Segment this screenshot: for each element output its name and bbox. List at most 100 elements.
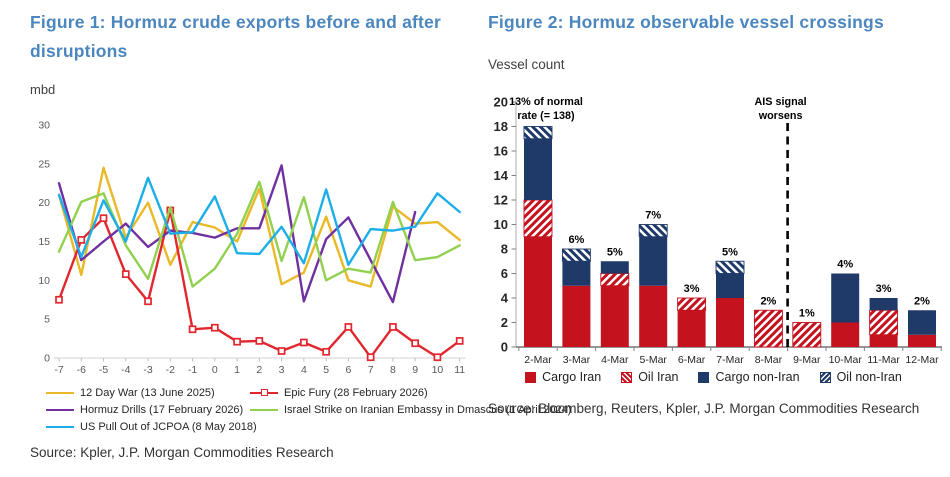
legend-item: Cargo Iran: [525, 370, 601, 384]
legend-line-swatch: [46, 391, 74, 395]
series-marker: [322, 347, 330, 356]
x-axis-tick-label: 9: [412, 364, 418, 376]
series-marker: [233, 337, 241, 346]
series-marker: [389, 323, 397, 331]
x-axis-tick-label: 4-Mar: [601, 354, 629, 366]
figure1-source: Source: Kpler, J.P. Morgan Commodities R…: [30, 445, 334, 460]
bar-segment: [600, 273, 630, 287]
legend-marker: [261, 389, 268, 397]
series-marker: [277, 347, 286, 355]
series-marker: [433, 353, 442, 362]
bar-value-label: 2%: [760, 295, 776, 307]
bar-segment: [869, 309, 899, 336]
y-axis-tick-label: 16: [494, 144, 508, 159]
series-marker: [255, 337, 264, 345]
legend-square-swatch: [525, 371, 537, 383]
y-axis-tick-label: 10: [38, 275, 50, 287]
y-axis-tick-label: 8: [501, 242, 508, 257]
x-axis-tick-label: 8: [390, 364, 396, 376]
series-marker: [144, 297, 152, 306]
y-axis-tick-label: 15: [38, 236, 50, 248]
legend-square-swatch: [621, 371, 633, 383]
bar-segment: [831, 322, 860, 347]
x-axis-tick-label: -6: [77, 364, 86, 376]
y-axis-tick-label: 12: [494, 193, 508, 208]
x-axis-tick-label: 11-Mar: [867, 354, 900, 366]
legend-label: Hormuz Drills (17 February 2026): [80, 404, 244, 416]
annotation-text: 13% of normal: [509, 96, 583, 108]
x-axis-tick-label: 6: [345, 364, 351, 376]
y-axis-tick-label: 20: [494, 95, 508, 110]
bar-segment: [869, 298, 898, 311]
figure1-title: Figure 1: Hormuz crude exports before an…: [30, 12, 442, 61]
legend-square-swatch: [819, 371, 831, 383]
y-axis-tick-label: 4: [501, 291, 509, 306]
legend-label: Oil non-Iran: [836, 370, 902, 384]
x-axis-tick-label: -5: [99, 364, 108, 376]
x-axis-tick-label: -2: [166, 364, 175, 376]
y-axis-tick-label: 0: [501, 340, 508, 355]
y-axis-tick-label: 25: [38, 158, 50, 170]
annotation-text: worsens: [758, 110, 803, 122]
x-axis-tick-label: -7: [54, 364, 63, 376]
bar-segment: [524, 138, 552, 200]
x-axis-tick-label: 5: [323, 364, 329, 376]
bar-value-label: 7%: [645, 210, 661, 222]
bar-segment: [908, 334, 936, 347]
bar-value-label: 6%: [568, 234, 584, 246]
bar-segment: [600, 285, 629, 347]
x-axis-tick-label: 7: [368, 364, 374, 376]
bar-segment: [562, 261, 591, 286]
figure1-plot-svg: 0 5 10 15 20 25 30 -7 -6 -5 -4 -3 -2 -1 0 1 2 3 4 5 6 7 8 9 10 11: [38, 120, 466, 376]
legend-item: Oil Iran: [621, 370, 678, 384]
bar-segment: [561, 248, 591, 262]
series-marker: [366, 353, 375, 362]
series-line: [57, 180, 461, 288]
figure2-unit-label: Vessel count: [488, 57, 565, 72]
series-line: [57, 176, 461, 267]
x-axis-tick-label: -3: [143, 364, 152, 376]
bar-segment: [716, 273, 744, 298]
bar-value-label: 5%: [722, 246, 738, 258]
y-axis-tick-label: 2: [501, 315, 508, 330]
legend-item: Israel Strike on Iranian Embassy in Dmas…: [250, 404, 571, 416]
y-axis-tick-label: 14: [494, 168, 509, 183]
annotation-text: rate (= 138): [517, 110, 575, 122]
bar-segment: [831, 273, 860, 323]
bar-value-label: 2%: [914, 295, 930, 307]
bar-segment: [869, 334, 898, 347]
y-axis-tick-label: 10: [494, 217, 508, 232]
x-axis-tick-label: 6-Mar: [678, 354, 706, 366]
x-axis-tick-label: 4: [301, 364, 307, 376]
figure2-legend: Cargo Iran Oil Iran Cargo non-Iran Oil non-…: [486, 370, 941, 384]
legend-label: US Pull Out of JCPOA (8 May 2018): [80, 421, 257, 433]
bar-segment: [523, 199, 553, 238]
x-axis-tick-label: 8-Mar: [755, 354, 783, 366]
bar-segment: [639, 236, 668, 286]
bar-value-label: 3%: [876, 283, 892, 295]
legend-item: Oil non-Iran: [819, 370, 902, 384]
legend-label: Oil Iran: [638, 370, 679, 384]
x-axis-tick-label: 10: [432, 364, 444, 376]
bar-segment: [715, 260, 745, 274]
y-axis-tick-label: 18: [494, 119, 508, 134]
legend-line-swatch: [46, 425, 74, 429]
legend-label: Epic Fury (28 February 2026): [284, 387, 428, 399]
bar-segment: [600, 261, 629, 274]
bar-value-label: 3%: [684, 283, 700, 295]
series-marker: [411, 339, 420, 348]
x-axis-tick-label: -4: [121, 364, 130, 376]
x-axis-tick-label: 1: [234, 364, 240, 376]
bar-segment: [638, 224, 668, 238]
legend-item: US Pull Out of JCPOA (8 May 2018): [46, 421, 257, 433]
figure2-bar-chart: 0 2 4 6 8 10 12 14 16 18 20 2-Mar 6% 3-Mar 5% 4-Mar 7% 5-…: [486, 90, 944, 379]
bar-segment: [677, 310, 706, 347]
series-marker: [455, 337, 464, 345]
series-marker: [55, 295, 63, 304]
legend-label: Cargo Iran: [542, 370, 602, 384]
y-axis-tick-label: 5: [44, 314, 50, 326]
x-axis-tick-label: 7-Mar: [716, 354, 744, 366]
legend-item: Hormuz Drills (17 February 2026): [46, 404, 250, 416]
legend-item: 12 Day War (13 June 2025): [46, 387, 250, 399]
